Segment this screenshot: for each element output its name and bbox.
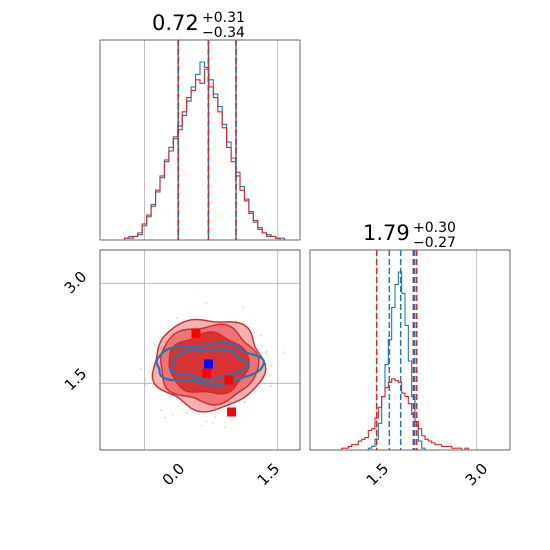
truth-marker-blue (203, 359, 213, 369)
marker-red (202, 368, 212, 378)
ytick-label-1-5: 1.5 (61, 365, 91, 395)
scatter-point (144, 378, 147, 381)
scatter-point (139, 368, 142, 370)
marker-red (224, 375, 234, 385)
scatter-point (265, 350, 268, 353)
histogram-series-red (338, 378, 472, 451)
scatter-point (270, 364, 273, 367)
scatter-point (212, 422, 214, 424)
scatter-point (171, 413, 174, 416)
histogram-panel-bottom-right (309, 249, 511, 451)
scatter-point (214, 416, 217, 419)
title-param1-value: 0.72 (152, 11, 199, 35)
scatter-point (242, 306, 244, 309)
scatter-point (200, 424, 203, 427)
marker-red (191, 328, 201, 338)
scatter-point (205, 302, 208, 304)
scatter-point (258, 348, 260, 351)
panel-frame (99, 39, 301, 241)
ytick-label-3-0: 3.0 (61, 268, 91, 298)
xtick-label-br-1-5: 1.5 (363, 460, 393, 490)
title-param1-minus: −0.34 (202, 25, 245, 41)
scatter-point (260, 334, 262, 337)
scatter-point (267, 364, 270, 367)
scatter-point (270, 385, 272, 387)
scatter-point (180, 401, 183, 404)
scatter-point (269, 382, 271, 385)
scatter-point (253, 331, 256, 334)
scatter-point (148, 371, 151, 373)
xtick-label-0-0: 0.0 (159, 460, 189, 490)
scatter-point (283, 351, 285, 354)
scatter-point (144, 384, 147, 386)
scatter-point (186, 412, 188, 414)
title-param2-value: 1.79 (363, 221, 410, 245)
scatter-point (260, 344, 263, 347)
scatter-point (265, 352, 267, 355)
histogram-series-blue (111, 61, 294, 241)
histogram-series-blue (365, 271, 429, 451)
scatter-point (176, 317, 178, 320)
scatter-point (224, 426, 226, 429)
xtick-label-br-3-0: 3.0 (462, 460, 492, 490)
scatter-point (154, 344, 156, 347)
scatter-point (160, 409, 163, 411)
scatter-point (269, 374, 271, 377)
scatter-point (164, 416, 166, 419)
marker-red (227, 407, 237, 417)
contour-level-blue (155, 341, 266, 387)
title-param1-plus: +0.31 (202, 10, 245, 26)
scatter-point (152, 341, 155, 344)
histogram-series-red (111, 68, 294, 241)
panel-frame (309, 249, 511, 451)
panel-frame (99, 249, 301, 451)
scatter-point (205, 420, 208, 423)
title-param2-minus: −0.27 (413, 235, 456, 251)
contour-panel-bottom-left (99, 249, 301, 451)
title-param2-plus: +0.30 (413, 220, 456, 236)
xtick-label-1-5: 1.5 (254, 460, 284, 490)
scatter-point (243, 401, 246, 404)
histogram-panel-top-left (99, 39, 301, 241)
